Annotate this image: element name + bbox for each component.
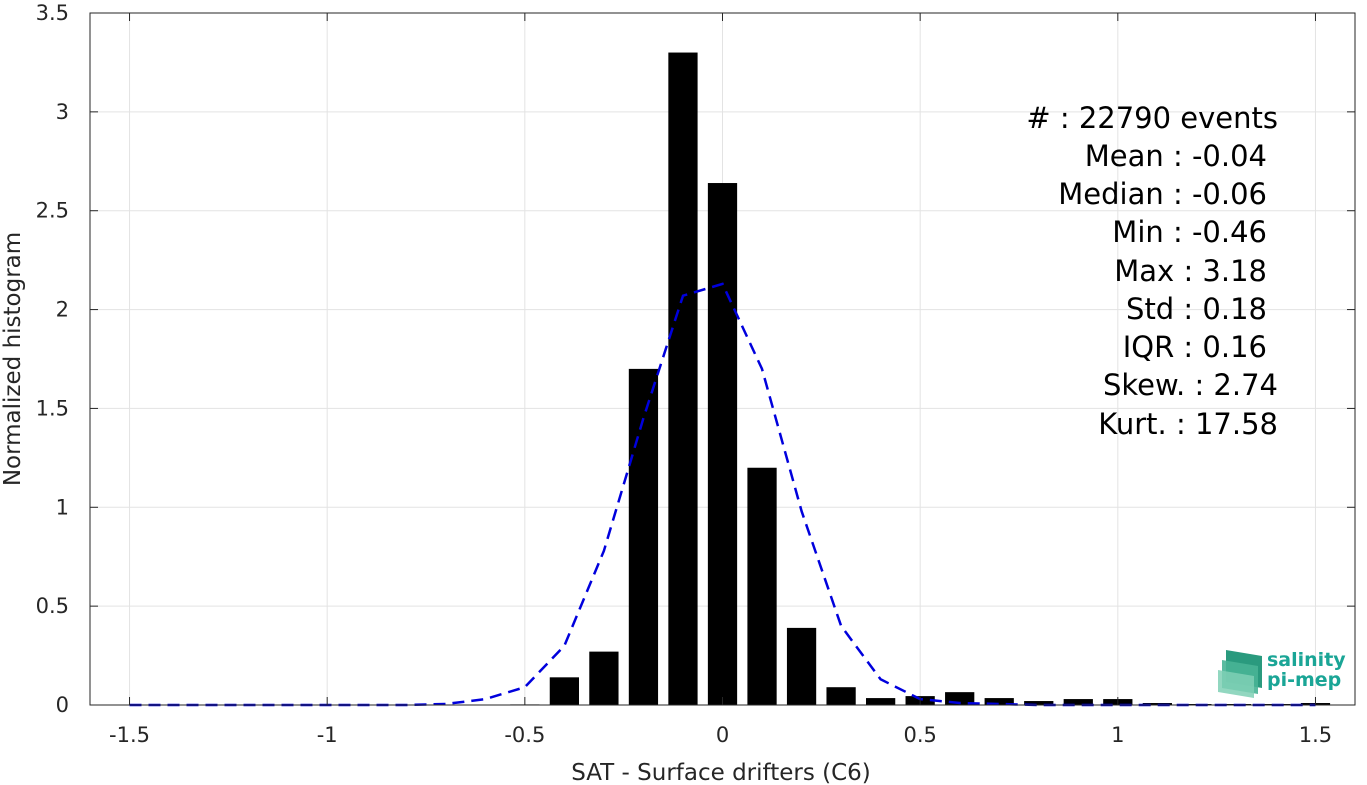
- histogram-bar: [589, 651, 619, 705]
- histogram-bar: [549, 677, 580, 705]
- histogram-bar: [1142, 703, 1172, 705]
- stat-min: Min : -0.46: [1112, 215, 1267, 249]
- stat-std: Std : 0.18: [1126, 292, 1267, 326]
- y-tick-label: 0: [56, 693, 69, 717]
- histogram-bars: [510, 52, 1331, 706]
- x-tick-label: -1.5: [109, 723, 150, 747]
- histogram-bar: [707, 183, 738, 705]
- x-tick-label: 1.5: [1299, 723, 1332, 747]
- stat-max: Max : 3.18: [1114, 254, 1267, 288]
- x-tick-label: 0: [716, 723, 729, 747]
- y-tick-label: 3.5: [36, 1, 69, 25]
- histogram-bar: [786, 627, 817, 705]
- stat-events: # : 22790 events: [1026, 101, 1278, 135]
- y-tick-label: 0.5: [36, 594, 69, 618]
- histogram-bar: [628, 368, 659, 705]
- y-tick-label: 2.5: [36, 199, 69, 223]
- stat-median: Median : -0.06: [1058, 177, 1267, 211]
- histogram-bar: [984, 698, 1014, 705]
- axis-ticks: -1.5 -1 -0.5 0 0.5 1 1.5 0 0.5 1 1.5 2 2.5 3 3.5: [36, 1, 1355, 747]
- histogram-bar: [1024, 701, 1054, 705]
- histogram-bar: [668, 52, 698, 706]
- stats-annotation: # : 22790 events Mean : -0.04 Median : -…: [1026, 101, 1278, 441]
- x-axis-label: SAT - Surface drifters (C6): [571, 760, 871, 785]
- histogram-bar: [826, 687, 856, 705]
- stat-skew: Skew. : 2.74: [1103, 368, 1278, 402]
- stat-mean: Mean : -0.04: [1085, 139, 1267, 173]
- y-tick-label: 2: [56, 298, 69, 322]
- logo-line2: pi-mep: [1267, 669, 1341, 691]
- histogram-bar: [747, 467, 777, 705]
- y-tick-label: 1.5: [36, 396, 69, 420]
- wave-logo-icon: [1218, 650, 1262, 698]
- y-tick-label: 3: [56, 100, 69, 124]
- x-tick-label: 1: [1111, 723, 1124, 747]
- histogram-bar: [865, 698, 896, 705]
- x-tick-label: -1: [317, 723, 338, 747]
- histogram-bar: [1063, 699, 1093, 705]
- y-axis-label: Normalized histogram: [0, 232, 26, 486]
- stat-iqr: IQR : 0.16: [1123, 330, 1267, 364]
- y-tick-label: 1: [56, 495, 69, 519]
- logo-line1: salinity: [1267, 649, 1346, 671]
- salinity-pimep-logo: salinity pi-mep: [1218, 649, 1346, 698]
- x-tick-label: -0.5: [504, 723, 545, 747]
- x-tick-label: 0.5: [903, 723, 936, 747]
- stat-kurt: Kurt. : 17.58: [1098, 407, 1278, 441]
